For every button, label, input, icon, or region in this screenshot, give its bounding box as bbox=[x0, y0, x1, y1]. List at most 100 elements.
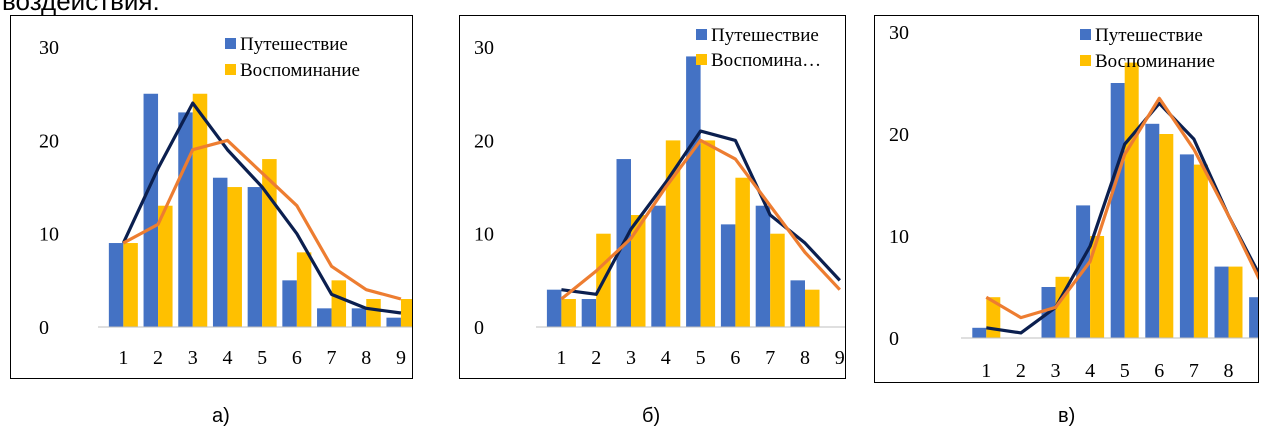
y-tick-label: 10 bbox=[889, 226, 909, 248]
bar-memory bbox=[631, 215, 646, 327]
caption-c: в) bbox=[1058, 405, 1076, 427]
bar-travel bbox=[143, 93, 159, 327]
x-tick-label: 3 bbox=[626, 347, 636, 369]
bar-travel bbox=[282, 280, 297, 327]
bar-travel bbox=[972, 327, 987, 338]
y-tick-label: 0 bbox=[39, 317, 49, 339]
chart-a: 0 10 20 30 1 2 3 4 5 6 7 8 9 Путешествие Воспоминание bbox=[39, 34, 412, 369]
bar-travel bbox=[247, 187, 263, 327]
bar-memory bbox=[1159, 134, 1174, 338]
x-tick-label: 4 bbox=[661, 347, 671, 369]
legend-label-travel: Путешествие bbox=[711, 25, 819, 46]
chart-panel-b: 0 10 20 30 1 2 3 4 5 6 7 8 9 Путешествие Воспомина… bbox=[459, 15, 846, 379]
bar-memory bbox=[1193, 164, 1208, 338]
x-tick-label: 8 bbox=[1224, 360, 1234, 382]
y-tick-label: 30 bbox=[889, 22, 909, 44]
bar-memory bbox=[770, 233, 785, 327]
x-tick-label: 2 bbox=[591, 347, 601, 369]
legend-label-memory: Воспомина… bbox=[711, 50, 821, 71]
trend-line-travel bbox=[561, 129, 841, 296]
bar-travel bbox=[651, 205, 666, 327]
bar-travel bbox=[546, 289, 562, 327]
x-tick-label: 3 bbox=[1051, 360, 1061, 382]
x-tick-label: 2 bbox=[1016, 360, 1026, 382]
x-tick-label: 8 bbox=[361, 347, 371, 369]
y-tick-label: 20 bbox=[39, 130, 59, 152]
chart-b: 0 10 20 30 1 2 3 4 5 6 7 8 9 Путешествие Воспомина… bbox=[474, 25, 845, 369]
legend-label-memory: Воспоминание bbox=[240, 60, 360, 81]
bar-memory bbox=[735, 177, 750, 327]
bar-memory bbox=[561, 299, 576, 327]
trend-line-travel bbox=[121, 101, 402, 315]
bar-travel bbox=[581, 299, 597, 327]
bar-travel bbox=[212, 177, 228, 327]
x-tick-label: 4 bbox=[222, 347, 232, 369]
bar-travel bbox=[178, 112, 193, 327]
x-tick-label: 7 bbox=[327, 347, 337, 369]
legend-label-travel: Путешествие bbox=[240, 34, 348, 55]
y-tick-label: 10 bbox=[474, 224, 494, 246]
bar-travel bbox=[1214, 266, 1229, 338]
x-tick-label: 2 bbox=[153, 347, 163, 369]
bar-memory bbox=[665, 140, 681, 327]
bar-memory bbox=[296, 252, 312, 327]
x-tick-label: 5 bbox=[257, 347, 267, 369]
y-tick-label: 0 bbox=[889, 328, 899, 350]
x-tick-label: 6 bbox=[292, 347, 302, 369]
x-tick-label: 1 bbox=[556, 347, 566, 369]
y-tick-label: 30 bbox=[474, 37, 494, 59]
caption-a: а) bbox=[212, 405, 230, 427]
bar-travel bbox=[755, 205, 771, 327]
bar-memory bbox=[123, 243, 138, 327]
x-tick-label: 9 bbox=[396, 347, 406, 369]
y-tick-label: 30 bbox=[39, 37, 59, 59]
bar-travel bbox=[317, 308, 332, 327]
caption-b: б) bbox=[642, 405, 661, 427]
legend-swatch-memory bbox=[225, 64, 236, 75]
legend-label-travel: Путешествие bbox=[1095, 25, 1203, 46]
x-tick-label: 7 bbox=[765, 347, 775, 369]
bar-travel bbox=[1145, 123, 1160, 338]
bar-memory bbox=[192, 93, 208, 327]
x-tick-label: 6 bbox=[1154, 360, 1164, 382]
x-tick-label: 8 bbox=[800, 347, 810, 369]
trend-line-memory bbox=[560, 138, 841, 301]
y-tick-label: 10 bbox=[39, 224, 59, 246]
trend-line-memory bbox=[985, 96, 1258, 320]
x-tick-label: 1 bbox=[981, 360, 991, 382]
bar-memory bbox=[1090, 236, 1105, 338]
legend-label-memory: Воспоминание bbox=[1095, 51, 1215, 72]
x-tick-label: 1 bbox=[118, 347, 128, 369]
bar-travel bbox=[1179, 154, 1194, 338]
x-tick-label: 6 bbox=[730, 347, 740, 369]
bar-travel bbox=[386, 317, 401, 327]
bar-memory bbox=[805, 289, 820, 327]
bar-memory bbox=[366, 299, 381, 327]
bar-memory bbox=[700, 140, 716, 327]
bar-travel bbox=[686, 56, 701, 328]
bar-travel bbox=[790, 280, 805, 327]
header-text: воздействия: bbox=[2, 0, 160, 16]
trend-line-memory bbox=[122, 138, 402, 301]
legend-swatch-memory bbox=[696, 54, 707, 65]
bar-travel bbox=[1249, 297, 1258, 338]
bar-memory bbox=[1124, 62, 1139, 338]
bar-travel bbox=[1110, 83, 1125, 338]
x-tick-label: 4 bbox=[1085, 360, 1095, 382]
y-tick-label: 0 bbox=[474, 317, 484, 339]
x-tick-label: 7 bbox=[1189, 360, 1199, 382]
x-tick-label: 5 bbox=[1120, 360, 1130, 382]
legend-swatch-travel bbox=[1080, 29, 1091, 40]
x-tick-label: 3 bbox=[188, 347, 198, 369]
bar-memory bbox=[158, 205, 173, 327]
bar-travel bbox=[720, 224, 736, 327]
bar-memory bbox=[400, 299, 412, 327]
x-tick-label: 9 bbox=[835, 347, 845, 369]
chart-panel-a: 0 10 20 30 1 2 3 4 5 6 7 8 9 Путешествие Воспоминание bbox=[10, 15, 413, 379]
y-tick-label: 20 bbox=[474, 130, 494, 152]
bar-travel bbox=[351, 308, 367, 327]
x-tick-label: 5 bbox=[696, 347, 706, 369]
bar-memory bbox=[1228, 266, 1243, 338]
